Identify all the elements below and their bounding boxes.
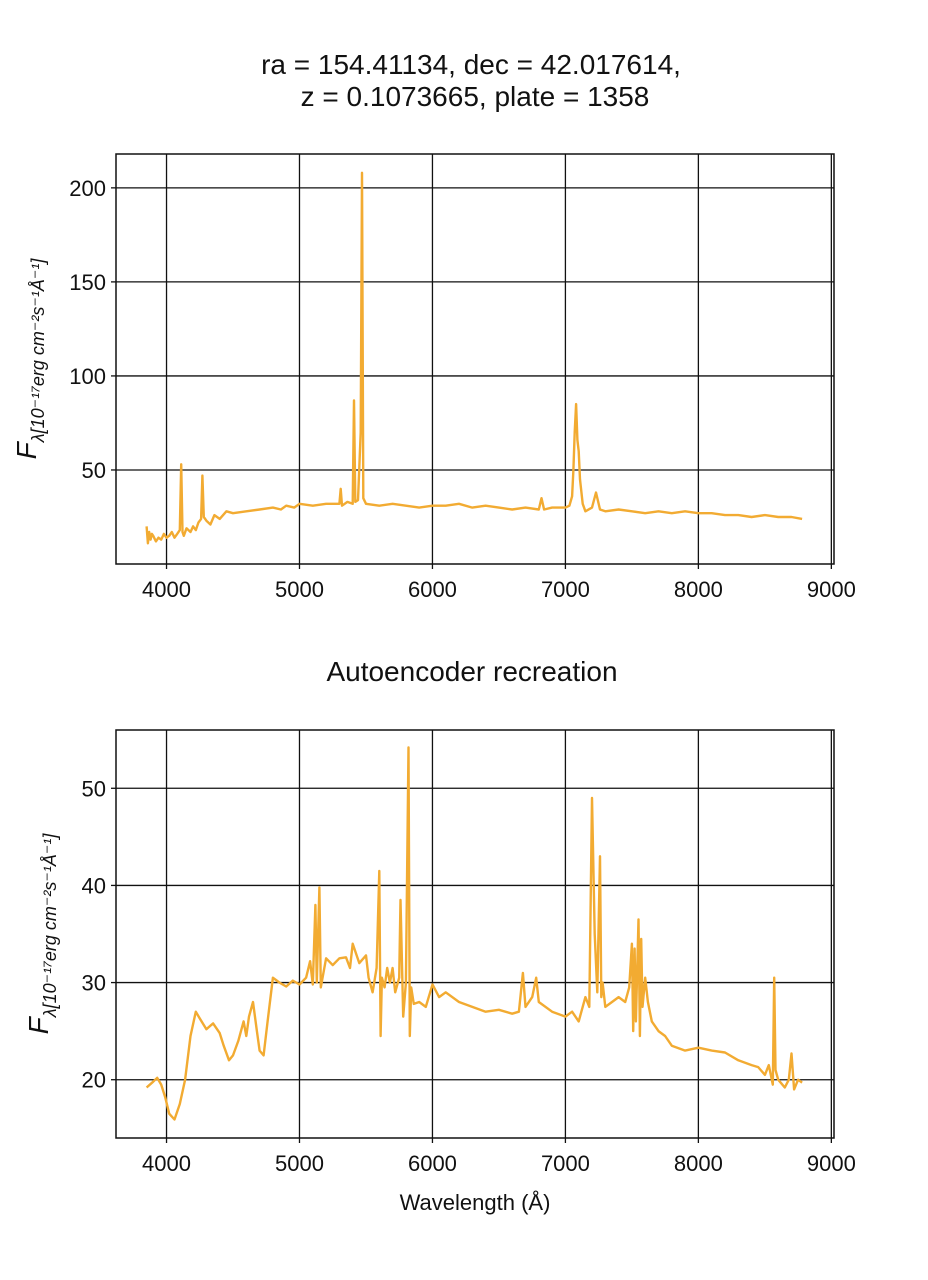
x-tick-label: 6000 bbox=[408, 1151, 457, 1176]
y-tick-label: 30 bbox=[82, 971, 106, 996]
x-tick-label: 7000 bbox=[541, 577, 590, 602]
autoencoder-panel: 4000 5000 6000 7000 8000 9000 20 30 40 50 Fλ[10⁻¹… bbox=[23, 729, 856, 1176]
x-tick-label: 6000 bbox=[408, 577, 457, 602]
spectrum-line bbox=[145, 746, 803, 1121]
plot-frame bbox=[115, 153, 835, 565]
figure-title-line2: z = 0.1073665, plate = 1358 bbox=[301, 81, 650, 112]
plot-frame bbox=[115, 729, 835, 1139]
x-axis-label: Wavelength (Å) bbox=[400, 1190, 551, 1215]
spectrum-line bbox=[145, 171, 803, 545]
y-tick-label: 50 bbox=[82, 458, 106, 483]
figure-title-line1: ra = 154.41134, dec = 42.017614, bbox=[261, 49, 681, 80]
y-axis-label-main: F bbox=[23, 1015, 54, 1034]
y-axis-label-sub: λ[10⁻¹⁷erg cm⁻²s⁻¹Å⁻¹] bbox=[28, 258, 48, 444]
tick-labels: 4000 5000 6000 7000 8000 9000 50 100 150 200 bbox=[69, 176, 856, 602]
series-layer bbox=[145, 746, 803, 1121]
series-layer bbox=[145, 171, 803, 545]
x-tick-label: 4000 bbox=[142, 1151, 191, 1176]
y-tick-label: 200 bbox=[69, 176, 106, 201]
y-tick-label: 40 bbox=[82, 873, 106, 898]
x-tick-label: 9000 bbox=[807, 1151, 856, 1176]
y-axis-label-main: F bbox=[11, 440, 42, 459]
y-tick-label: 20 bbox=[82, 1068, 106, 1093]
y-axis-label: Fλ[10⁻¹⁷erg cm⁻²s⁻¹Å⁻¹] bbox=[11, 258, 48, 460]
y-tick-label: 100 bbox=[69, 364, 106, 389]
y-axis-label-sub: λ[10⁻¹⁷erg cm⁻²s⁻¹Å⁻¹] bbox=[40, 833, 60, 1019]
y-tick-label: 150 bbox=[69, 270, 106, 295]
x-tick-label: 5000 bbox=[275, 577, 324, 602]
grid bbox=[116, 730, 834, 1138]
y-tick-label: 50 bbox=[82, 776, 106, 801]
x-tick-label: 4000 bbox=[142, 577, 191, 602]
x-tick-label: 8000 bbox=[674, 577, 723, 602]
grid bbox=[116, 154, 834, 564]
y-axis-label: Fλ[10⁻¹⁷erg cm⁻²s⁻¹Å⁻¹] bbox=[23, 833, 60, 1035]
spectrum-panel: 4000 5000 6000 7000 8000 9000 50 100 150 200 Fλ[1… bbox=[11, 153, 856, 602]
x-tick-label: 8000 bbox=[674, 1151, 723, 1176]
tick-labels: 4000 5000 6000 7000 8000 9000 20 30 40 50 bbox=[82, 776, 856, 1176]
x-tick-label: 7000 bbox=[541, 1151, 590, 1176]
panel-title: Autoencoder recreation bbox=[326, 656, 617, 687]
x-tick-label: 5000 bbox=[275, 1151, 324, 1176]
x-tick-label: 9000 bbox=[807, 577, 856, 602]
